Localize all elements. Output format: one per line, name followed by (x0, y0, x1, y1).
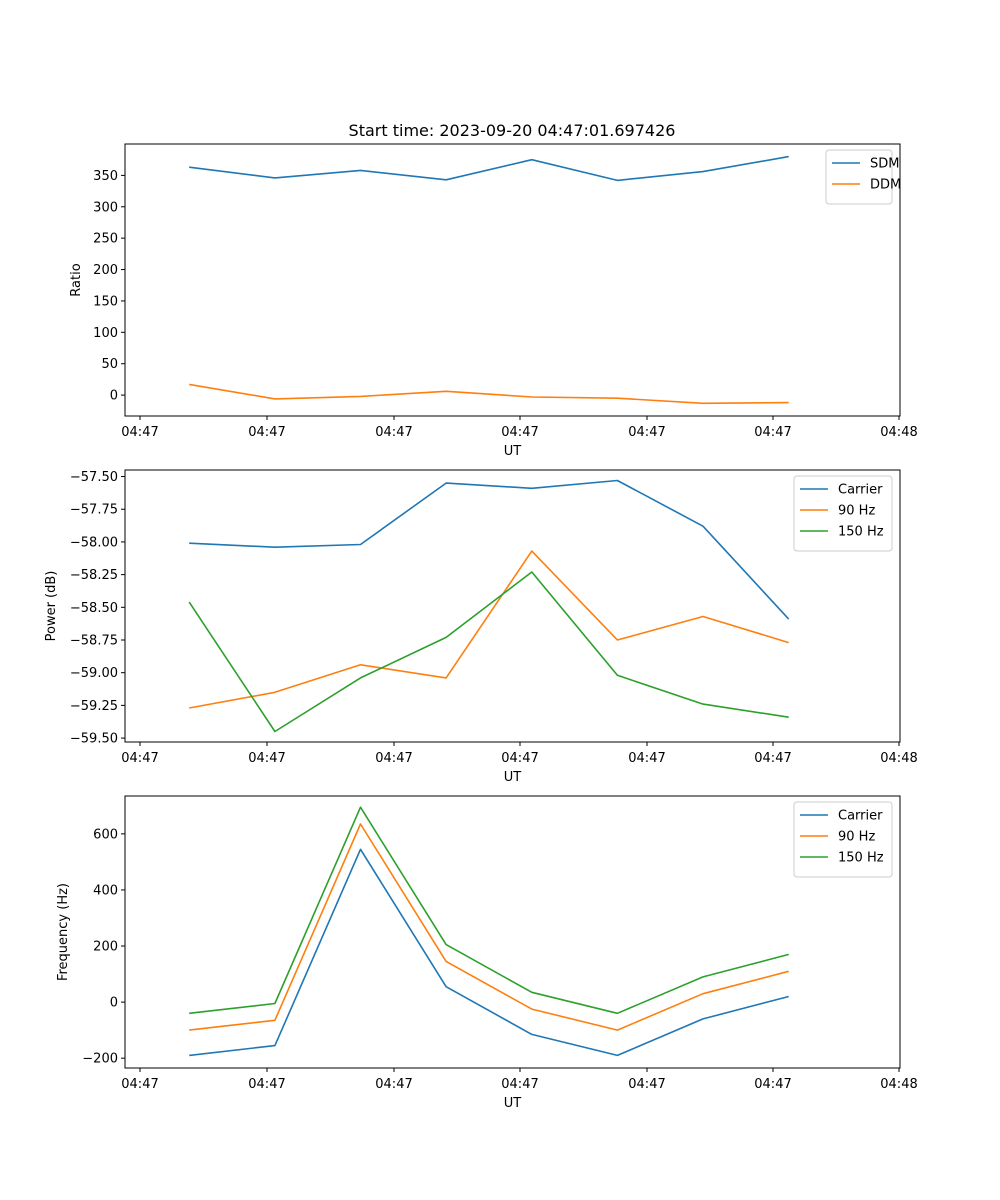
x-tick-label: 04:47 (754, 751, 791, 766)
legend-label-150-hz: 150 Hz (838, 851, 884, 866)
y-tick-label: 250 (93, 232, 118, 247)
y-tick-label: 0 (110, 996, 118, 1011)
x-tick-label: 04:47 (248, 1077, 285, 1092)
x-tick-label: 04:47 (121, 1077, 158, 1092)
plot-frame (124, 469, 901, 743)
y-tick-label: −57.75 (70, 503, 118, 518)
x-tick-label: 04:48 (880, 751, 917, 766)
x-tick-label: 04:47 (501, 425, 538, 440)
x-tick-label: 04:47 (248, 425, 285, 440)
y-tick-label: −59.50 (70, 732, 118, 747)
legend-label-90-hz: 90 Hz (838, 504, 875, 519)
x-axis-label: UT (504, 444, 522, 459)
y-tick-label: −58.00 (70, 535, 118, 550)
x-tick-label: 04:47 (375, 1077, 412, 1092)
series-line-150-hz (189, 806, 789, 1015)
legend-label-carrier: Carrier (838, 483, 883, 498)
x-tick-label: 04:47 (628, 751, 665, 766)
y-axis-label: Frequency (Hz) (56, 883, 71, 981)
x-tick-label: 04:47 (375, 751, 412, 766)
legend-label-sdm: SDM (870, 157, 899, 172)
x-tick-label: 04:47 (754, 425, 791, 440)
x-tick-label: 04:47 (121, 751, 158, 766)
x-tick-label: 04:47 (121, 425, 158, 440)
y-axis-label: Ratio (69, 263, 84, 296)
series-line-90-hz (189, 550, 789, 709)
legend-label-carrier: Carrier (838, 809, 883, 824)
y-tick-label: −58.75 (70, 634, 118, 649)
series-line-sdm (189, 155, 789, 182)
figure-title: Start time: 2023-09-20 04:47:01.697426 (349, 121, 676, 140)
x-tick-label: 04:47 (628, 425, 665, 440)
legend-label-90-hz: 90 Hz (838, 830, 875, 845)
series-line-ddm (189, 383, 789, 405)
y-tick-label: 0 (110, 389, 118, 404)
y-tick-label: 200 (93, 940, 118, 955)
y-tick-label: 200 (93, 263, 118, 278)
y-tick-label: −59.25 (70, 699, 118, 714)
series-line-carrier (189, 848, 789, 1057)
legend-label-150-hz: 150 Hz (838, 525, 884, 540)
legend-label-ddm: DDM (870, 178, 901, 193)
x-tick-label: 04:47 (375, 425, 412, 440)
series-line-carrier (189, 479, 790, 620)
legend-box (793, 801, 893, 878)
y-tick-label: 150 (93, 294, 118, 309)
y-tick-label: −200 (82, 1052, 118, 1067)
x-tick-label: 04:47 (501, 1077, 538, 1092)
power-chart: 04:47 04:47 04:47 04:47 04:47 04:47 04:48 UT −57… (44, 469, 918, 785)
y-tick-label: 400 (93, 883, 118, 898)
x-tick-label: 04:47 (501, 751, 538, 766)
plot-frame (124, 143, 901, 417)
series-line-150-hz (188, 571, 789, 733)
y-tick-label: −57.50 (70, 470, 118, 485)
y-tick-label: 100 (93, 326, 118, 341)
x-tick-label: 04:48 (880, 1077, 917, 1092)
x-tick-label: 04:47 (248, 751, 285, 766)
y-tick-label: 300 (93, 200, 118, 215)
x-tick-label: 04:48 (880, 425, 917, 440)
y-tick-label: −58.50 (70, 601, 118, 616)
x-axis-label: UT (504, 1096, 522, 1111)
x-axis-label: UT (504, 770, 522, 785)
series-line-90-hz (189, 823, 789, 1031)
x-tick-label: 04:47 (628, 1077, 665, 1092)
ratio-chart: 04:47 04:47 04:47 04:47 04:47 04:47 04:48 UT 0 50… (69, 143, 918, 459)
y-tick-label: −58.25 (70, 568, 118, 583)
y-axis-label: Power (dB) (44, 571, 59, 642)
plot-frame (124, 795, 901, 1069)
legend-box (793, 475, 893, 552)
y-tick-label: 600 (93, 827, 118, 842)
frequency-chart: 04:47 04:47 04:47 04:47 04:47 04:47 04:48 UT 600… (56, 795, 918, 1111)
y-tick-label: 350 (93, 169, 118, 184)
y-tick-label: −59.00 (70, 666, 118, 681)
x-tick-label: 04:47 (754, 1077, 791, 1092)
y-tick-label: 50 (101, 357, 118, 372)
